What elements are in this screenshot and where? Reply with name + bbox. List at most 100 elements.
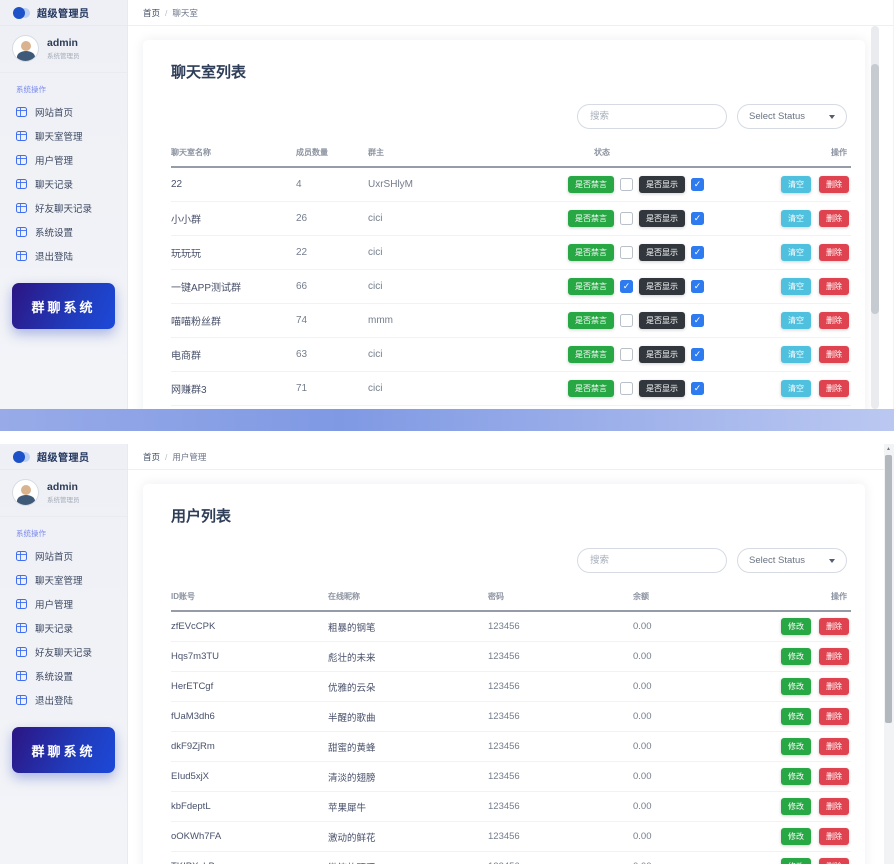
- sidebar-item[interactable]: 好友聊天记录: [0, 196, 127, 220]
- sidebar-item[interactable]: 聊天记录: [0, 616, 127, 640]
- edit-button[interactable]: 修改: [781, 678, 811, 695]
- delete-button[interactable]: 删除: [819, 380, 849, 397]
- sidebar-item[interactable]: 聊天室管理: [0, 124, 127, 148]
- clear-button[interactable]: 清空: [781, 210, 811, 227]
- sidebar: 超级管理员 admin 系统管理员 系统操作 网站首页 聊天室管理: [0, 0, 128, 409]
- sidebar-item[interactable]: 网站首页: [0, 544, 127, 568]
- show-button[interactable]: 是否显示: [639, 346, 685, 363]
- mute-button[interactable]: 是否禁言: [568, 312, 614, 329]
- table-row: 电商群 63 cici 是否禁言 是否显示 清空 删除: [171, 338, 851, 372]
- show-checkbox[interactable]: [691, 212, 704, 225]
- mute-button[interactable]: 是否禁言: [568, 278, 614, 295]
- sidebar-item[interactable]: 系统设置: [0, 664, 127, 688]
- sidebar-item[interactable]: 聊天室管理: [0, 568, 127, 592]
- show-checkbox[interactable]: [691, 246, 704, 259]
- user-profile[interactable]: admin 系统管理员: [0, 26, 127, 73]
- brand-button[interactable]: 群聊系统: [12, 283, 115, 329]
- delete-button[interactable]: 删除: [819, 278, 849, 295]
- delete-button[interactable]: 删除: [819, 828, 849, 845]
- mute-checkbox[interactable]: [620, 314, 633, 327]
- scrollbar-thumb[interactable]: [885, 455, 892, 723]
- show-checkbox[interactable]: [691, 280, 704, 293]
- delete-button[interactable]: 删除: [819, 618, 849, 635]
- mute-button[interactable]: 是否禁言: [568, 380, 614, 397]
- show-checkbox[interactable]: [691, 178, 704, 191]
- mute-checkbox[interactable]: [620, 348, 633, 361]
- user-list-card: 用户列表 Select Status ID账号 在线昵称 密码 余额 操作: [143, 484, 865, 864]
- user-id-cell: EIud5xjX: [171, 771, 210, 782]
- mute-checkbox[interactable]: [620, 246, 633, 259]
- sidebar-item[interactable]: 聊天记录: [0, 172, 127, 196]
- edit-button[interactable]: 修改: [781, 798, 811, 815]
- nickname-cell: 彪壮的未来: [328, 652, 376, 664]
- delete-button[interactable]: 删除: [819, 738, 849, 755]
- search-input[interactable]: [577, 104, 727, 129]
- sidebar-item-label: 用户管理: [35, 600, 74, 611]
- show-button[interactable]: 是否显示: [639, 244, 685, 261]
- clear-button[interactable]: 清空: [781, 346, 811, 363]
- logo[interactable]: 超级管理员: [0, 444, 127, 470]
- scrollbar-thumb[interactable]: [871, 64, 879, 314]
- delete-button[interactable]: 删除: [819, 678, 849, 695]
- delete-button[interactable]: 删除: [819, 244, 849, 261]
- sidebar-item[interactable]: 退出登陆: [0, 688, 127, 712]
- mute-checkbox[interactable]: [620, 280, 633, 293]
- breadcrumb-root[interactable]: 首页: [143, 7, 161, 18]
- edit-button[interactable]: 修改: [781, 618, 811, 635]
- sidebar-item[interactable]: 好友聊天记录: [0, 640, 127, 664]
- sidebar-item[interactable]: 系统设置: [0, 220, 127, 244]
- status-select[interactable]: Select Status: [737, 548, 847, 573]
- mute-checkbox[interactable]: [620, 212, 633, 225]
- scrollbar[interactable]: [871, 26, 879, 409]
- show-button[interactable]: 是否显示: [639, 312, 685, 329]
- scrollbar[interactable]: ▲: [884, 444, 893, 864]
- logo[interactable]: 超级管理员: [0, 0, 127, 26]
- clear-button[interactable]: 清空: [781, 380, 811, 397]
- sidebar-item[interactable]: 用户管理: [0, 148, 127, 172]
- delete-button[interactable]: 删除: [819, 648, 849, 665]
- edit-button[interactable]: 修改: [781, 738, 811, 755]
- user-id-cell: oOKWh7FA: [171, 831, 222, 842]
- show-checkbox[interactable]: [691, 314, 704, 327]
- user-id-cell: zfEVcCPK: [171, 621, 216, 632]
- show-button[interactable]: 是否显示: [639, 380, 685, 397]
- mute-button[interactable]: 是否禁言: [568, 346, 614, 363]
- clear-button[interactable]: 清空: [781, 278, 811, 295]
- breadcrumb-root[interactable]: 首页: [143, 451, 161, 462]
- user-profile[interactable]: admin 系统管理员: [0, 470, 127, 517]
- mute-checkbox[interactable]: [620, 382, 633, 395]
- sidebar-item[interactable]: 退出登陆: [0, 244, 127, 268]
- show-button[interactable]: 是否显示: [639, 176, 685, 193]
- clear-button[interactable]: 清空: [781, 312, 811, 329]
- show-button[interactable]: 是否显示: [639, 210, 685, 227]
- delete-button[interactable]: 删除: [819, 768, 849, 785]
- edit-button[interactable]: 修改: [781, 768, 811, 785]
- mute-button[interactable]: 是否禁言: [568, 176, 614, 193]
- show-button[interactable]: 是否显示: [639, 278, 685, 295]
- search-input[interactable]: [577, 548, 727, 573]
- delete-button[interactable]: 删除: [819, 346, 849, 363]
- mute-checkbox[interactable]: [620, 178, 633, 191]
- sidebar-item[interactable]: 网站首页: [0, 100, 127, 124]
- brand-button[interactable]: 群聊系统: [12, 727, 115, 773]
- clear-button[interactable]: 清空: [781, 244, 811, 261]
- delete-button[interactable]: 删除: [819, 312, 849, 329]
- clear-button[interactable]: 清空: [781, 176, 811, 193]
- show-checkbox[interactable]: [691, 382, 704, 395]
- scroll-up-icon[interactable]: ▲: [886, 446, 891, 452]
- edit-button[interactable]: 修改: [781, 828, 811, 845]
- status-select[interactable]: Select Status: [737, 104, 847, 129]
- show-checkbox[interactable]: [691, 348, 704, 361]
- delete-button[interactable]: 删除: [819, 858, 849, 864]
- mute-button[interactable]: 是否禁言: [568, 244, 614, 261]
- sidebar-item[interactable]: 用户管理: [0, 592, 127, 616]
- mute-button[interactable]: 是否禁言: [568, 210, 614, 227]
- delete-button[interactable]: 删除: [819, 210, 849, 227]
- edit-button[interactable]: 修改: [781, 858, 811, 864]
- edit-button[interactable]: 修改: [781, 648, 811, 665]
- delete-button[interactable]: 删除: [819, 798, 849, 815]
- ops-cell: 修改 删除: [773, 708, 851, 725]
- edit-button[interactable]: 修改: [781, 708, 811, 725]
- delete-button[interactable]: 删除: [819, 708, 849, 725]
- delete-button[interactable]: 删除: [819, 176, 849, 193]
